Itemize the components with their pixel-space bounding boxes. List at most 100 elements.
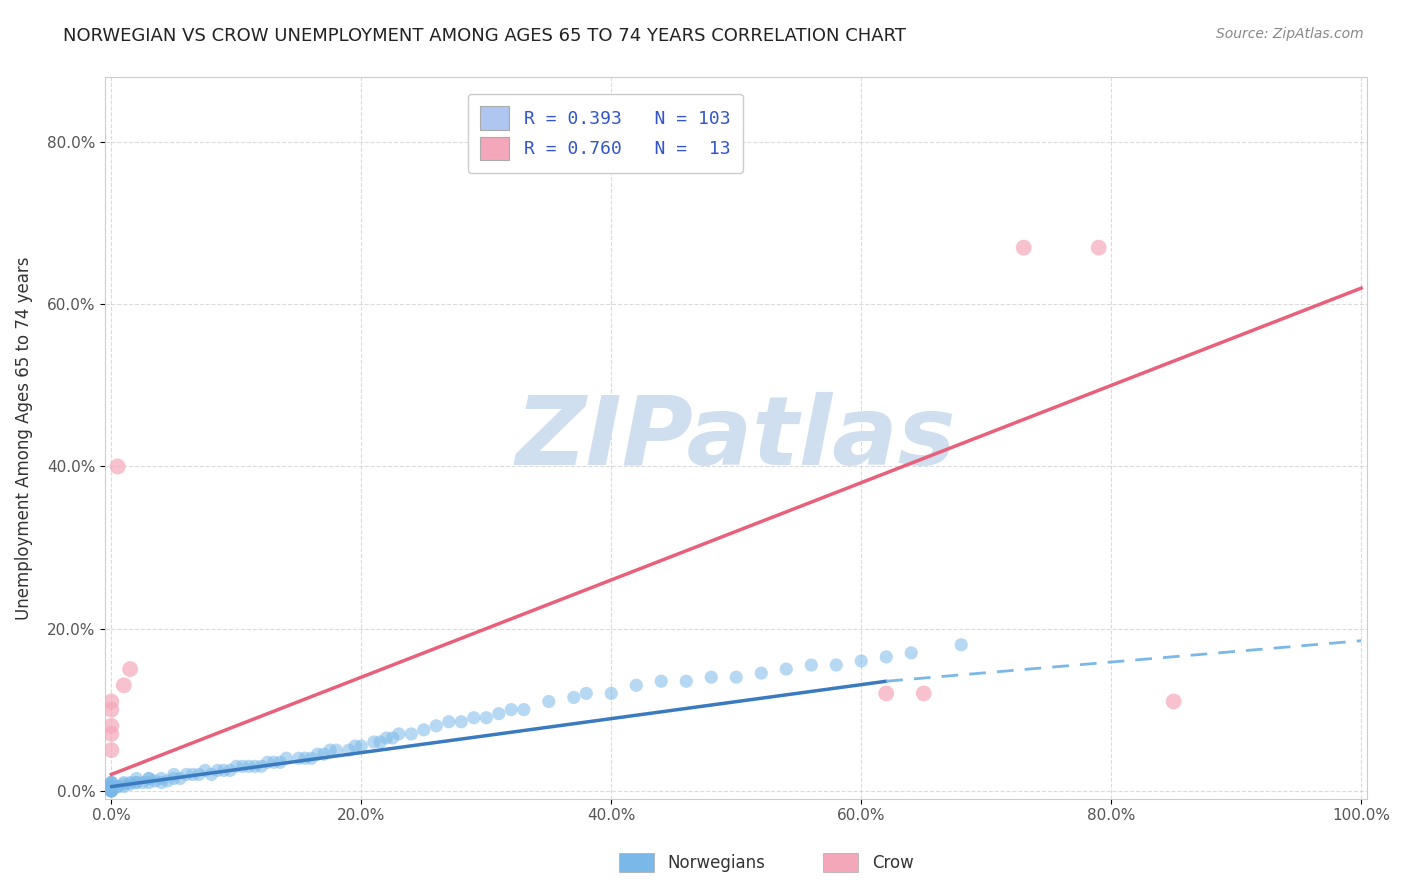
Point [600,686,623,700]
Point [100,775,122,789]
Point [100,783,122,797]
Point [100,783,122,797]
Point [256,756,278,770]
Point [100,783,122,797]
Point [181,767,204,781]
Point [131,775,153,789]
Point [263,756,285,770]
Point [100,727,122,741]
Point [232,759,254,773]
Point [1012,241,1035,255]
Point [112,780,135,794]
Point [138,775,160,789]
Point [725,670,748,684]
Point [243,759,266,773]
Text: ZIPatlas: ZIPatlas [516,392,956,484]
Point [138,772,160,786]
Point [875,649,897,664]
Point [851,654,873,668]
Point [381,731,404,745]
Point [463,711,485,725]
Point [125,775,148,789]
Point [425,719,447,733]
Point [100,783,122,797]
Point [475,711,498,725]
Point [112,678,135,692]
Point [176,767,198,781]
Point [200,767,222,781]
Point [100,703,122,717]
Point [749,666,772,681]
Point [307,747,329,761]
Text: Source: ZipAtlas.com: Source: ZipAtlas.com [1216,27,1364,41]
Point [125,772,148,786]
Point [450,714,472,729]
Point [219,764,242,778]
Point [575,686,598,700]
Point [350,739,373,753]
Point [825,658,848,673]
Point [437,714,460,729]
Point [299,751,322,765]
Point [194,764,217,778]
Point [375,731,398,745]
Point [225,759,247,773]
Point [100,775,122,789]
Point [138,772,160,786]
Point [207,764,229,778]
Point [250,759,273,773]
Point [388,727,411,741]
Point [1163,694,1185,708]
Point [675,674,697,689]
Point [775,662,797,676]
Point [100,783,122,797]
Point [100,783,122,797]
Point [163,767,186,781]
Point [150,775,173,789]
Point [100,780,122,794]
Point [626,678,648,692]
Point [368,735,391,749]
Point [125,775,148,789]
Point [950,638,973,652]
Point [100,783,122,797]
Point [107,780,129,794]
Point [412,723,434,737]
Point [107,780,129,794]
Point [100,780,122,794]
Point [100,743,122,757]
Point [875,686,897,700]
Point [100,694,122,708]
Point [337,743,360,757]
Point [800,658,823,673]
Point [169,772,191,786]
Point [312,747,335,761]
Point [150,772,173,786]
Point [912,686,935,700]
Point [1087,241,1109,255]
Legend: R = 0.393   N = 103, R = 0.760   N =  13: R = 0.393 N = 103, R = 0.760 N = 13 [468,94,742,172]
Text: Norwegians: Norwegians [668,855,766,872]
Point [100,780,122,794]
Point [319,743,342,757]
Point [100,783,122,797]
Point [363,735,385,749]
Point [344,739,367,753]
Point [187,767,209,781]
Text: NORWEGIAN VS CROW UNEMPLOYMENT AMONG AGES 65 TO 74 YEARS CORRELATION CHART: NORWEGIAN VS CROW UNEMPLOYMENT AMONG AGE… [63,27,907,45]
Point [100,780,122,794]
Point [100,780,122,794]
Point [288,751,311,765]
Point [100,783,122,797]
Point [100,783,122,797]
Y-axis label: Unemployment Among Ages 65 to 74 years: Unemployment Among Ages 65 to 74 years [15,256,32,620]
Point [212,764,235,778]
Point [100,783,122,797]
Point [120,777,142,791]
Point [537,694,560,708]
Point [488,706,510,721]
Point [100,783,122,797]
Point [112,777,135,791]
Point [238,759,260,773]
Point [120,775,142,789]
